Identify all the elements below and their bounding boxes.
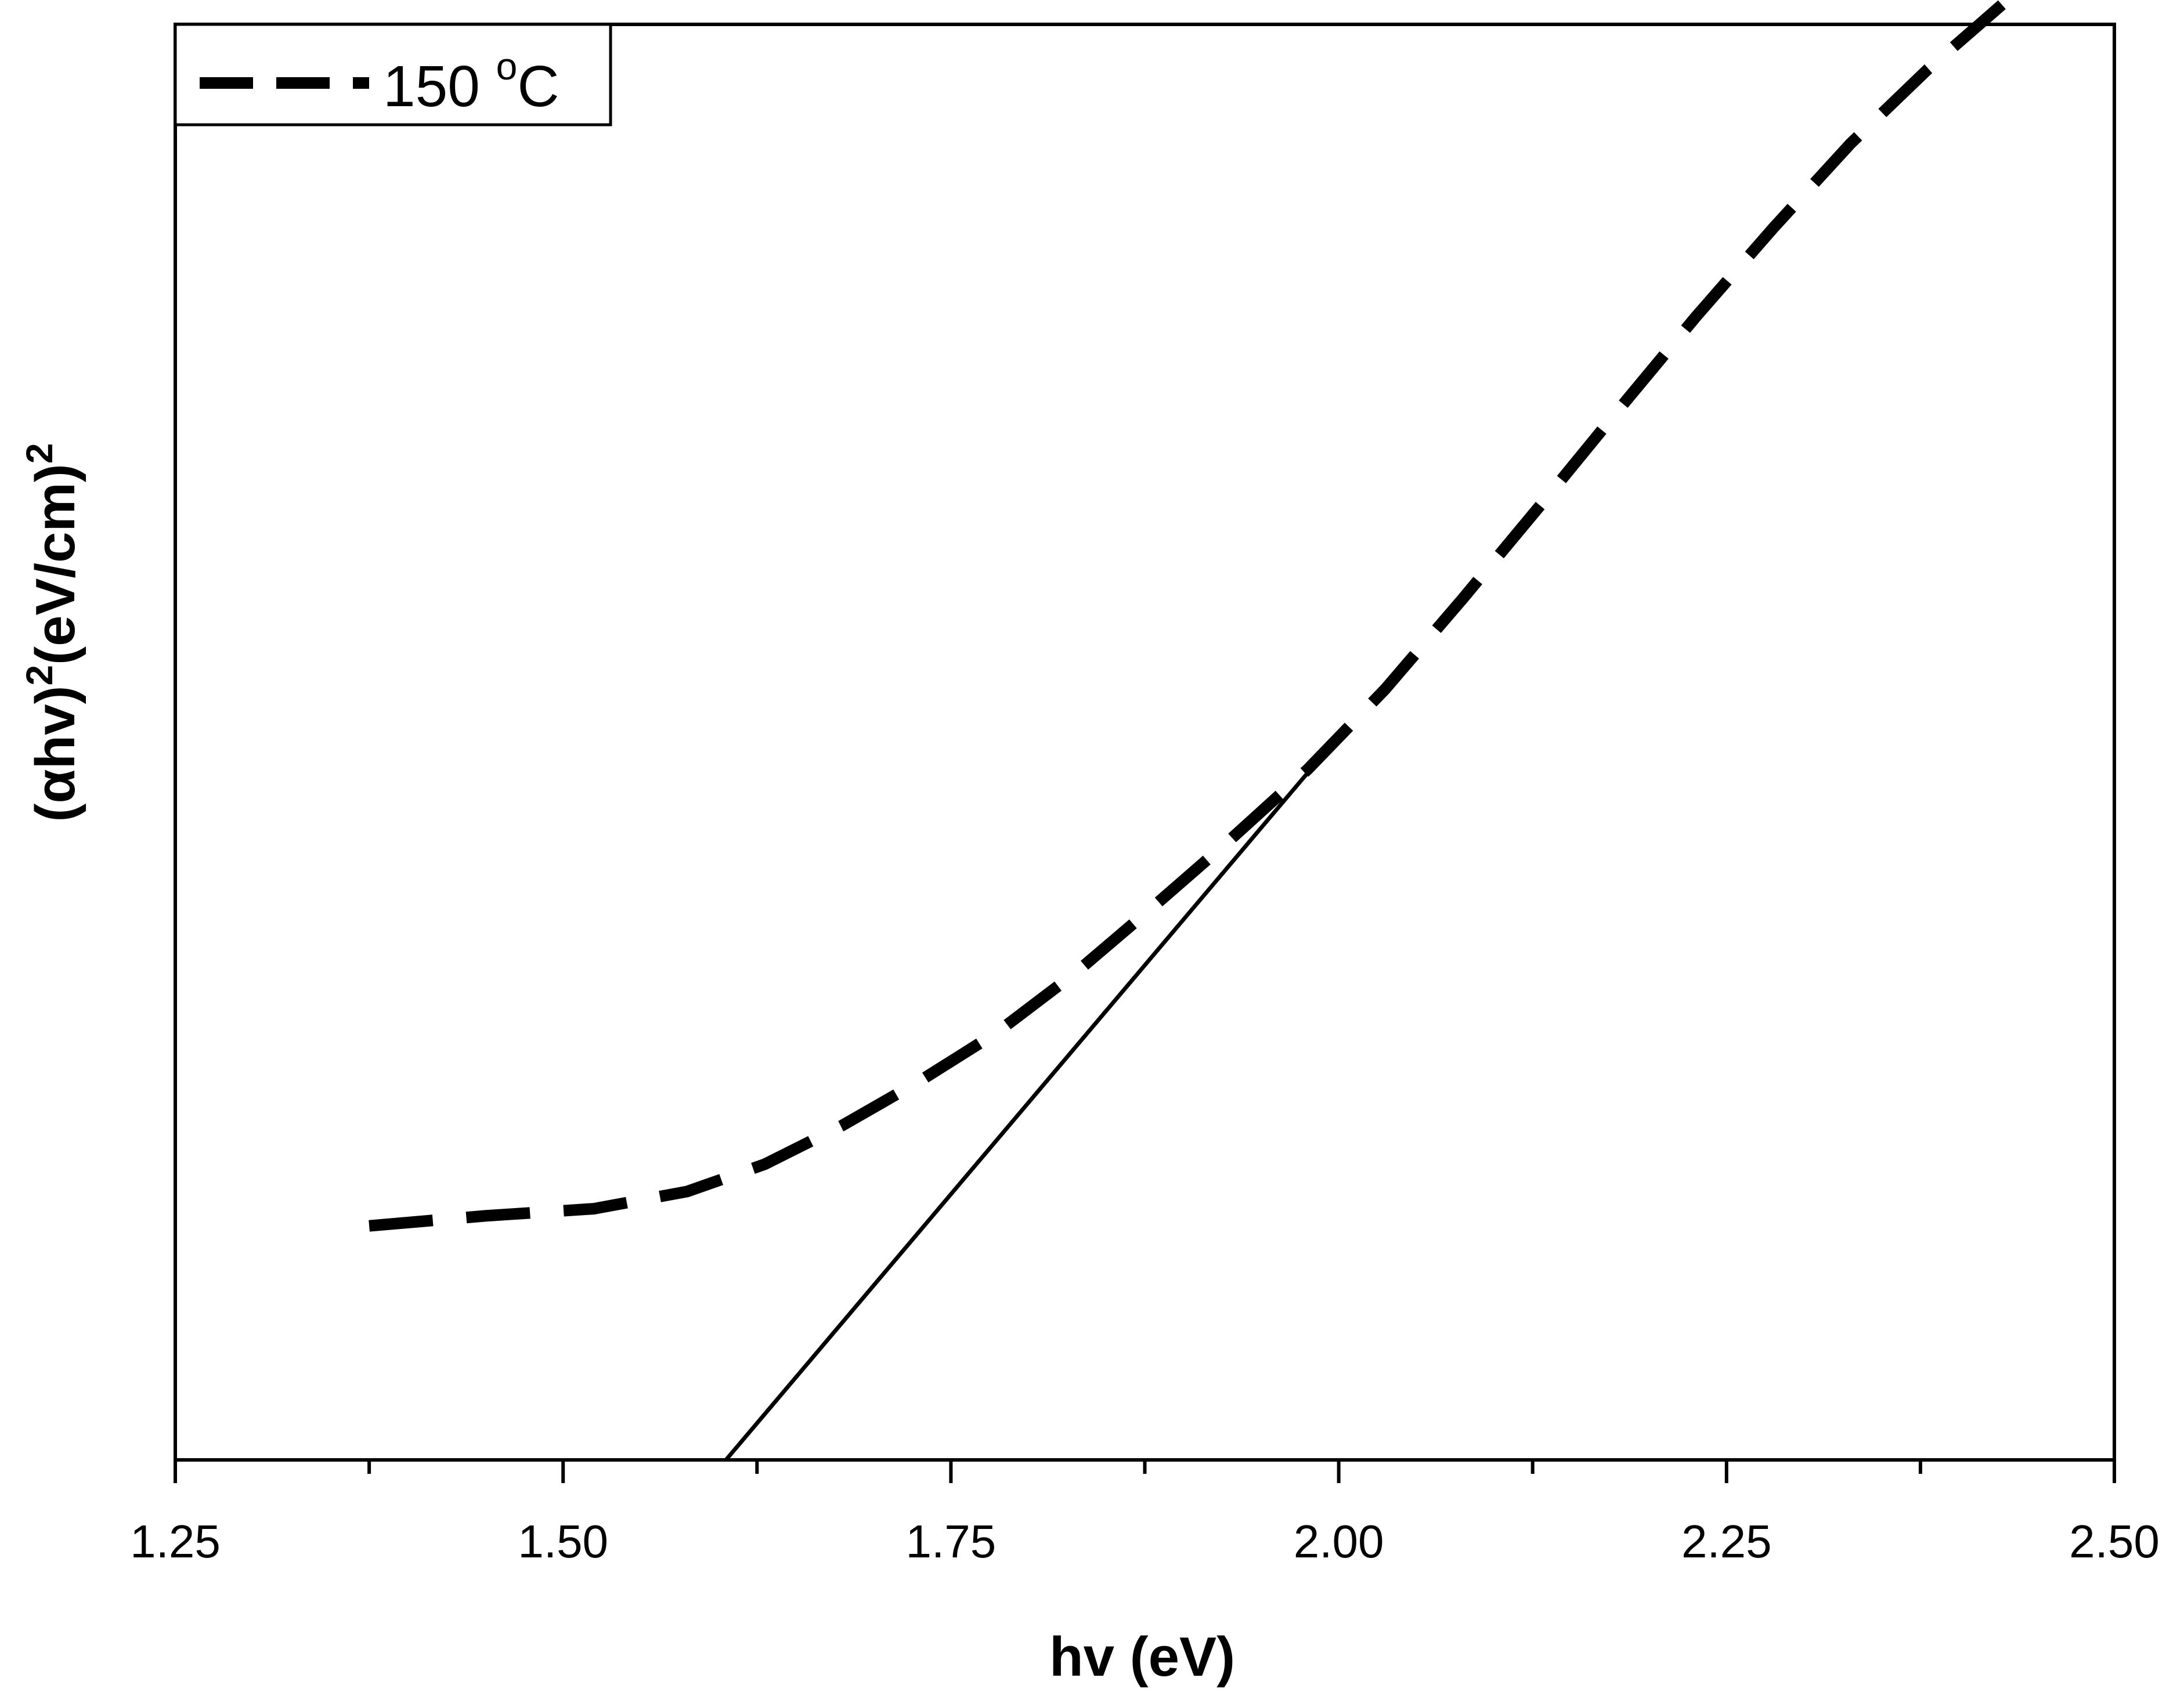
series-line-150C <box>369 0 2016 1232</box>
y-axis-title: (αhv)2(eV/cm)2 <box>19 443 86 822</box>
series-layer <box>369 0 2016 1462</box>
x-tick-label: 2.25 <box>1681 1516 1772 1567</box>
x-tick-label: 1.75 <box>906 1516 997 1567</box>
legend-label: 150 oC <box>383 45 559 119</box>
linear-fit-line <box>724 762 1317 1462</box>
legend-box <box>174 23 612 126</box>
x-tick-label: 2.00 <box>1294 1516 1384 1567</box>
x-tick-label: 1.25 <box>130 1516 221 1567</box>
x-tick-label: 2.50 <box>2069 1516 2160 1567</box>
plot-border <box>174 23 2116 1462</box>
legend: 150 oC <box>174 23 612 126</box>
x-axis-tick-labels: 1.25 1.50 1.75 2.00 2.25 2.50 <box>130 1516 2160 1567</box>
x-axis-title: hv (eV) <box>1049 1626 1235 1688</box>
plot-frame <box>174 23 2116 1462</box>
x-axis-ticks <box>174 1460 2116 1483</box>
x-tick-label: 1.50 <box>518 1516 608 1567</box>
